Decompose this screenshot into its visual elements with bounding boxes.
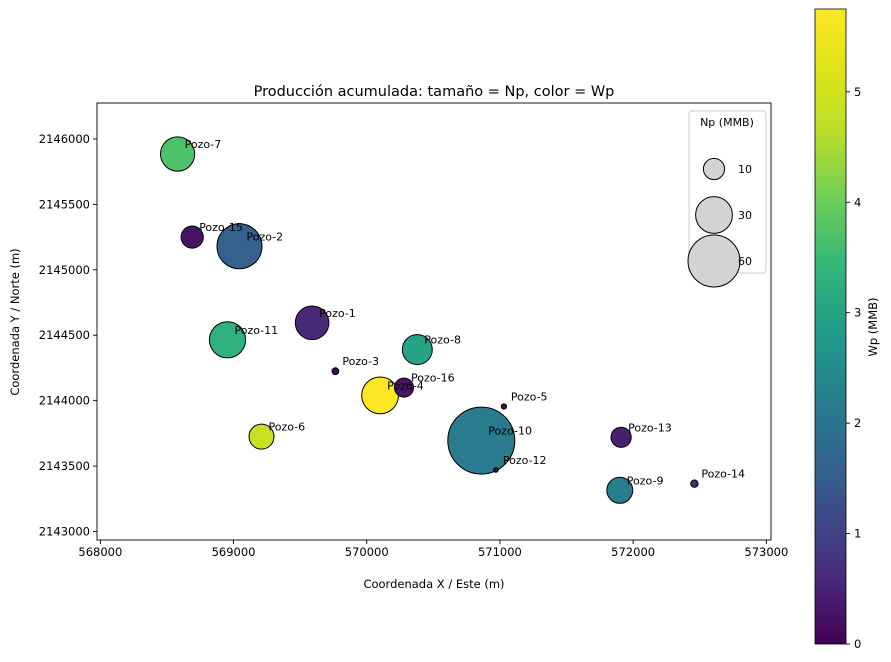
size-legend-label: 30 — [738, 209, 752, 222]
size-legend-marker — [702, 157, 726, 181]
y-tick-label: 2144500 — [39, 328, 90, 342]
x-tick-label: 569000 — [212, 545, 256, 559]
point-label: Pozo-9 — [627, 474, 664, 487]
y-tick-label: 2143000 — [39, 524, 90, 538]
point-label: Pozo-7 — [185, 138, 222, 151]
colorbar-ticks: 0 1 2 3 4 5 — [846, 85, 861, 651]
x-tick-label: 572000 — [611, 545, 655, 559]
point-marker — [394, 377, 414, 398]
point-label: Pozo-12 — [503, 454, 547, 467]
y-tick-label: 2145000 — [39, 263, 90, 277]
point-marker — [216, 223, 263, 270]
y-axis-label: Coordenada Y / Norte (m) — [8, 248, 22, 395]
colorbar-label: Wp (MMB) — [866, 297, 880, 356]
x-tick-label: 571000 — [478, 545, 522, 559]
point-label: Pozo-16 — [411, 372, 455, 385]
y-tick-label: 2143500 — [39, 459, 90, 473]
x-axis-ticks: 568000 569000 570000 571000 572000 573000 — [78, 540, 788, 559]
point-label: Pozo-6 — [269, 421, 306, 434]
point-marker — [180, 225, 204, 249]
colorbar: 0 1 2 3 4 5 Wp (MMB) — [814, 8, 880, 651]
colorbar-gradient — [814, 8, 847, 645]
point-label: Pozo-8 — [424, 334, 461, 347]
point-marker — [294, 305, 330, 341]
point-label: Pozo-15 — [199, 221, 243, 234]
point-marker — [606, 476, 634, 504]
point-marker — [493, 467, 499, 473]
point-marker — [690, 479, 699, 488]
point-marker — [610, 426, 632, 448]
point-label: Pozo-14 — [701, 468, 745, 481]
point-label: Pozo-5 — [511, 391, 548, 404]
point-marker — [248, 423, 275, 450]
point-label: Pozo-1 — [319, 307, 356, 320]
point-label: Pozo-4 — [387, 379, 424, 392]
plot-frame — [96, 102, 772, 541]
point-marker — [331, 367, 340, 376]
point-label: Pozo-3 — [342, 355, 379, 368]
point-marker — [447, 406, 516, 475]
colorbar-tick-label: 2 — [854, 416, 861, 430]
colorbar-tick-label: 1 — [854, 527, 861, 541]
x-tick-label: 573000 — [744, 545, 788, 559]
point-marker — [208, 321, 247, 359]
y-tick-label: 2145500 — [39, 197, 90, 211]
chart-title: Producción acumulada: tamaño = Np, color… — [254, 84, 615, 100]
size-legend-marker — [687, 234, 741, 288]
colorbar-tick-label: 4 — [854, 195, 861, 209]
size-legend-label: 60 — [738, 255, 752, 268]
y-tick-label: 2146000 — [39, 132, 90, 146]
size-legend-marker — [695, 196, 733, 234]
size-legend-title: Np (MMB) — [700, 116, 754, 129]
point-marker — [500, 403, 507, 410]
point-marker — [401, 334, 433, 366]
colorbar-tick-label: 0 — [854, 637, 861, 651]
y-axis-ticks: 2143000 2143500 2144000 2144500 2145000 21455… — [39, 132, 97, 538]
points-layer: Pozo-1 Pozo-2 Pozo-3 Pozo-4 Pozo-5 Pozo-6 Pozo… — [160, 136, 745, 504]
colorbar-tick-label: 5 — [854, 85, 861, 99]
point-marker — [160, 136, 196, 172]
point-label: Pozo-10 — [488, 425, 532, 438]
y-tick-label: 2144000 — [39, 394, 90, 408]
colorbar-tick-label: 3 — [854, 306, 861, 320]
x-tick-label: 570000 — [345, 545, 389, 559]
x-tick-label: 568000 — [78, 545, 122, 559]
size-legend: Np (MMB) 10 30 60 — [687, 110, 767, 288]
point-label: Pozo-13 — [628, 421, 672, 434]
point-label: Pozo-2 — [247, 230, 284, 243]
point-label: Pozo-11 — [235, 324, 279, 337]
size-legend-label: 10 — [738, 163, 752, 176]
x-axis-label: Coordenada X / Este (m) — [363, 577, 504, 591]
